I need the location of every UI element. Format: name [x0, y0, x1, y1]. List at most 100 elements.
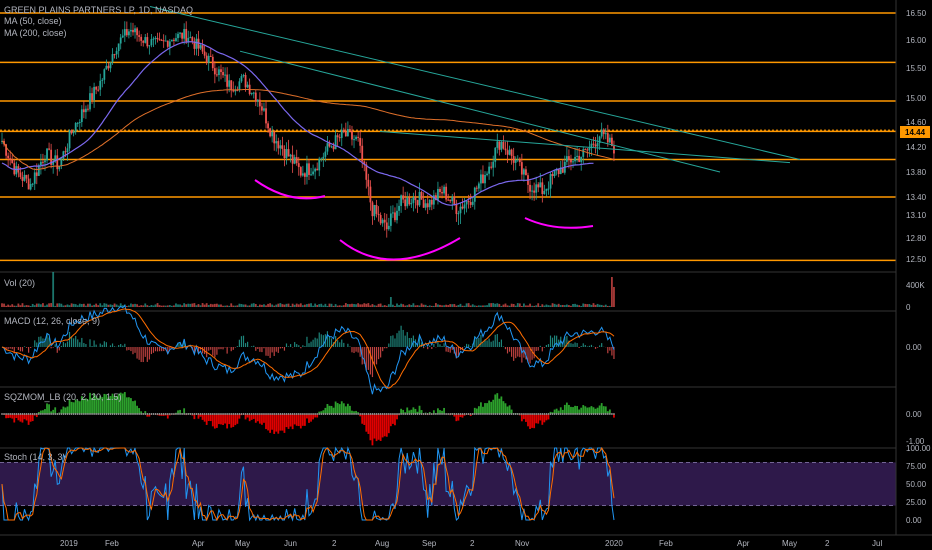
squeeze-dot: [103, 413, 106, 415]
volume-bar: [353, 304, 355, 307]
squeeze-bar: [21, 414, 24, 423]
volume-bar: [529, 303, 531, 307]
candle-body: [426, 203, 429, 208]
candle-body: [236, 89, 239, 91]
volume-bar: [355, 304, 357, 307]
macd-histogram-bar: [543, 347, 545, 348]
macd-histogram-bar: [576, 343, 578, 347]
macd-histogram-bar: [353, 347, 355, 354]
macd-histogram-bar: [208, 347, 210, 351]
candle-body: [361, 145, 364, 162]
macd-histogram-bar: [402, 329, 404, 347]
macd-histogram-bar: [558, 339, 560, 347]
volume-bar: [551, 303, 554, 307]
squeeze-bar: [299, 414, 302, 429]
volume-bar: [480, 305, 482, 307]
macd-histogram-bar: [304, 346, 306, 347]
candle-body: [594, 144, 597, 147]
volume-bar: [117, 305, 120, 307]
candle-body: [557, 169, 560, 175]
macd-histogram-bar: [525, 347, 527, 360]
volume-bar: [127, 305, 130, 307]
squeeze-bar: [130, 398, 132, 414]
macd-histogram-bar: [308, 343, 310, 347]
macd-histogram-bar: [161, 347, 163, 352]
squeeze-bar: [539, 414, 542, 421]
macd-histogram-bar: [398, 330, 400, 347]
volume-bar: [498, 303, 501, 307]
volume-bar: [99, 303, 102, 307]
volume-bar: [445, 304, 448, 307]
volume-bar: [539, 305, 542, 307]
time-tick-label: Apr: [737, 539, 750, 548]
squeeze-dot: [54, 413, 56, 415]
candle-body: [195, 38, 198, 49]
squeeze-bar: [320, 411, 323, 414]
squeeze-bar: [132, 401, 134, 414]
macd-histogram-bar: [261, 347, 263, 353]
macd-histogram-bar: [609, 347, 611, 351]
macd-histogram-bar: [502, 346, 505, 347]
volume-bar: [570, 305, 572, 307]
squeeze-bar: [396, 414, 398, 420]
volume-bar: [62, 305, 65, 307]
squeeze-dot: [99, 413, 101, 415]
macd-histogram-bar: [60, 345, 62, 347]
squeeze-dot: [603, 413, 605, 415]
squeeze-dot: [476, 413, 478, 415]
squeeze-dot: [437, 413, 439, 415]
volume-bar: [125, 305, 128, 307]
macd-histogram-bar: [478, 337, 480, 347]
squeeze-bar: [285, 414, 288, 428]
squeeze-dot: [306, 413, 308, 415]
squeeze-bar: [107, 397, 110, 414]
volume-bar: [152, 305, 155, 307]
macd-histogram-bar: [328, 335, 331, 347]
squeeze-bar: [510, 409, 513, 414]
macd-histogram-bar: [75, 335, 77, 347]
volume-bar: [389, 297, 392, 307]
squeeze-dot: [267, 413, 269, 415]
candle-body: [346, 129, 349, 137]
squeeze-dot: [250, 413, 253, 415]
squeeze-bar: [547, 414, 550, 420]
squeeze-dot: [545, 413, 548, 415]
volume-bar: [586, 304, 589, 307]
squeeze-dot: [122, 413, 124, 415]
macd-histogram-bar: [508, 347, 511, 352]
macd-histogram-bar: [586, 346, 588, 347]
macd-histogram-bar: [240, 336, 243, 347]
squeeze-bar: [148, 414, 151, 417]
squeeze-dot: [609, 413, 611, 415]
squeeze-dot: [210, 413, 212, 415]
squeeze-dot: [459, 413, 462, 415]
squeeze-dot: [349, 413, 351, 415]
volume-bar: [173, 305, 175, 307]
volume-bar: [258, 304, 261, 307]
squeeze-dot: [29, 413, 32, 415]
macd-histogram-bar: [255, 347, 257, 351]
candle-body: [95, 86, 98, 90]
price-tick-label: 14.60: [906, 118, 927, 127]
squeeze-dot: [600, 413, 603, 415]
squeeze-bar: [381, 414, 384, 438]
volume-bar: [525, 305, 527, 307]
macd-histogram-bar: [73, 338, 75, 347]
squeeze-bar: [301, 414, 304, 426]
squeeze-bar: [602, 406, 605, 414]
squeeze-dot: [564, 413, 566, 415]
macd-histogram-bar: [539, 345, 541, 347]
volume-bar: [27, 305, 30, 307]
squeeze-bar: [488, 400, 491, 414]
squeeze-bar: [64, 407, 67, 414]
macd-histogram-bar: [513, 347, 515, 361]
squeeze-dot: [271, 413, 273, 415]
volume-bar: [146, 305, 149, 307]
macd-histogram-bar: [120, 344, 122, 347]
candle-body: [539, 182, 542, 188]
volume-bar: [449, 304, 452, 307]
volume-bar: [46, 304, 48, 307]
candle-body: [408, 197, 411, 205]
squeeze-bar: [39, 410, 42, 414]
